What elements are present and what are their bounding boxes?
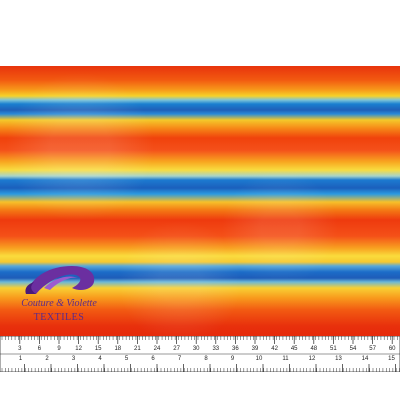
ruler-label: 3 bbox=[72, 356, 76, 362]
ruler-label: 57 bbox=[369, 346, 376, 352]
ruler-label: 1 bbox=[19, 356, 23, 362]
ruler-label: 10 bbox=[256, 356, 263, 362]
ruler-label: 12 bbox=[75, 346, 82, 352]
ruler-label: 21 bbox=[134, 346, 141, 352]
ruler-label: 30 bbox=[193, 346, 200, 352]
ruler-label: 6 bbox=[38, 346, 42, 352]
logo-swirl bbox=[25, 266, 95, 294]
brand-name: Couture & Violette bbox=[21, 298, 97, 309]
ruler-label: 45 bbox=[291, 346, 298, 352]
brand-logo: Couture & Violette TEXTILES bbox=[14, 258, 104, 330]
ruler-label: 60 bbox=[389, 346, 396, 352]
ruler-label: 13 bbox=[335, 356, 342, 362]
ruler-label: 54 bbox=[350, 346, 357, 352]
ruler-label: 48 bbox=[310, 346, 317, 352]
ruler-label: 36 bbox=[232, 346, 239, 352]
ruler-label: 24 bbox=[154, 346, 161, 352]
ruler-label: 14 bbox=[362, 356, 369, 362]
ruler-label: 3 bbox=[18, 346, 22, 352]
ruler-label: 15 bbox=[95, 346, 102, 352]
ruler-label: 33 bbox=[212, 346, 219, 352]
ruler-label: 9 bbox=[57, 346, 61, 352]
ruler-label: 9 bbox=[231, 356, 235, 362]
ruler-label: 5 bbox=[125, 356, 129, 362]
ruler-label: 27 bbox=[173, 346, 180, 352]
ruler-label: 51 bbox=[330, 346, 337, 352]
ruler-label: 39 bbox=[252, 346, 259, 352]
ruler-label: 15 bbox=[388, 356, 395, 362]
ruler-label: 12 bbox=[309, 356, 316, 362]
brand-subtitle: TEXTILES bbox=[33, 312, 85, 323]
ruler-label: 6 bbox=[151, 356, 155, 362]
ruler-label: 8 bbox=[204, 356, 208, 362]
ruler-label: 11 bbox=[282, 356, 289, 362]
ruler-label: 4 bbox=[98, 356, 102, 362]
ruler-label: 7 bbox=[178, 356, 182, 362]
fabric-swatch bbox=[0, 66, 400, 336]
ruler-label: 18 bbox=[114, 346, 121, 352]
ruler-label: 2 bbox=[45, 356, 49, 362]
ruler: 3 6 9 12 15 18 21 24 27 30 33 36 39 42 45 48 51 54 57 601 2 3… bbox=[0, 336, 400, 372]
ruler-label: 42 bbox=[271, 346, 278, 352]
